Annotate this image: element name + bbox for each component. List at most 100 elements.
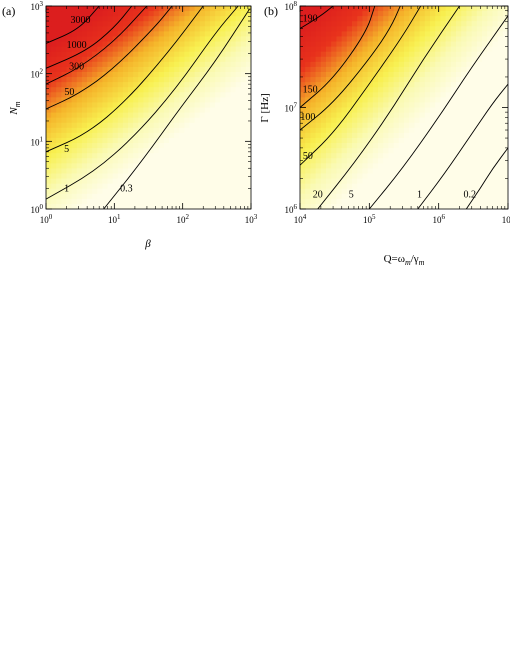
heat-cell (153, 11, 160, 17)
heat-cell (440, 46, 447, 53)
heat-cell (92, 188, 98, 195)
heat-cell (456, 188, 462, 195)
heat-cell (372, 97, 379, 104)
heat-cell (76, 143, 83, 149)
heat-cell (179, 82, 185, 88)
heat-cell (210, 203, 216, 209)
heat-cell (128, 143, 134, 149)
heat-cell (169, 56, 175, 63)
heat-cell (367, 178, 374, 185)
heat-cell (143, 31, 150, 38)
heat-cell (153, 92, 160, 98)
heat-cell (128, 132, 134, 139)
heat-cell (440, 122, 447, 129)
heat-cell (430, 198, 436, 205)
heat-cell (122, 56, 129, 63)
heat-cell (66, 163, 73, 169)
heat-cell (122, 21, 129, 27)
heat-cell (445, 82, 452, 88)
heat-cell (128, 16, 134, 22)
heat-cell (240, 102, 247, 109)
heat-cell (76, 71, 83, 78)
heat-cell (122, 193, 129, 200)
heat-cell (210, 132, 216, 139)
heat-cell (409, 173, 415, 180)
heat-cell (388, 61, 395, 68)
heat-cell (367, 168, 374, 175)
heat-cell (163, 143, 170, 149)
heat-cell (456, 193, 462, 200)
heat-cell (424, 31, 431, 38)
heat-cell (97, 26, 103, 32)
heat-cell (179, 203, 185, 209)
heat-cell (215, 168, 221, 175)
heat-cell (497, 102, 504, 109)
heat-cell (174, 21, 180, 27)
heat-cell (87, 41, 93, 48)
heat-cell (71, 163, 78, 169)
heat-cell (97, 102, 103, 109)
heat-cell (210, 183, 216, 190)
heat-cell (492, 117, 499, 124)
heat-cell (315, 127, 322, 134)
heat-cell (76, 66, 83, 73)
heat-cell (404, 163, 410, 169)
heat-cell (189, 143, 196, 149)
heat-cell (51, 11, 57, 17)
heat-cell (326, 188, 332, 195)
heat-cell (424, 36, 431, 43)
heat-cell (230, 132, 237, 139)
heat-cell (225, 183, 232, 190)
heat-cell (71, 56, 78, 63)
heat-cell (482, 193, 488, 200)
heat-cell (398, 11, 405, 17)
heat-cell (153, 203, 160, 209)
heat-cell (128, 198, 134, 205)
heat-cell (66, 198, 73, 205)
heat-cell (143, 97, 150, 104)
heat-cell (419, 173, 426, 180)
contour-line-b-1 (417, 83, 508, 209)
heat-cell (393, 127, 400, 134)
heat-cell (398, 46, 405, 53)
heat-cell (310, 51, 317, 58)
heat-cell (148, 122, 155, 129)
heat-cell (315, 153, 322, 159)
heat-cell (367, 183, 374, 190)
heat-cell (362, 46, 369, 53)
heat-cell (143, 143, 150, 149)
heat-cell (220, 188, 226, 195)
heat-cell (414, 132, 421, 139)
heat-cell (341, 36, 348, 43)
contour-line-b-2 (368, 15, 508, 209)
heat-cell (61, 117, 68, 124)
heat-cell (357, 77, 363, 83)
heat-cell (112, 11, 119, 17)
heat-cell (315, 168, 322, 175)
heat-cell (215, 122, 221, 129)
heat-cell (346, 163, 353, 169)
heat-cell (414, 51, 421, 58)
heat-cell (81, 158, 88, 164)
heat-cell (189, 56, 196, 63)
heat-cell (133, 163, 139, 169)
heat-cell (315, 56, 322, 63)
heat-cell (204, 21, 211, 27)
heat-cell (310, 143, 317, 149)
heat-cell (184, 117, 191, 124)
heat-cell (51, 198, 57, 205)
heat-cell (169, 107, 175, 114)
heat-cell (189, 137, 196, 144)
heat-cell (81, 82, 88, 88)
heat-cell (107, 82, 114, 88)
heat-cell (398, 36, 405, 43)
heat-cell (76, 16, 83, 22)
heat-cell (435, 143, 441, 149)
heat-cell (476, 82, 483, 88)
heat-cell (128, 26, 134, 32)
heat-cell (393, 31, 400, 38)
heat-cell (184, 193, 191, 200)
heat-cell (326, 46, 332, 53)
heat-cell (346, 117, 353, 124)
heat-cell (158, 153, 165, 159)
